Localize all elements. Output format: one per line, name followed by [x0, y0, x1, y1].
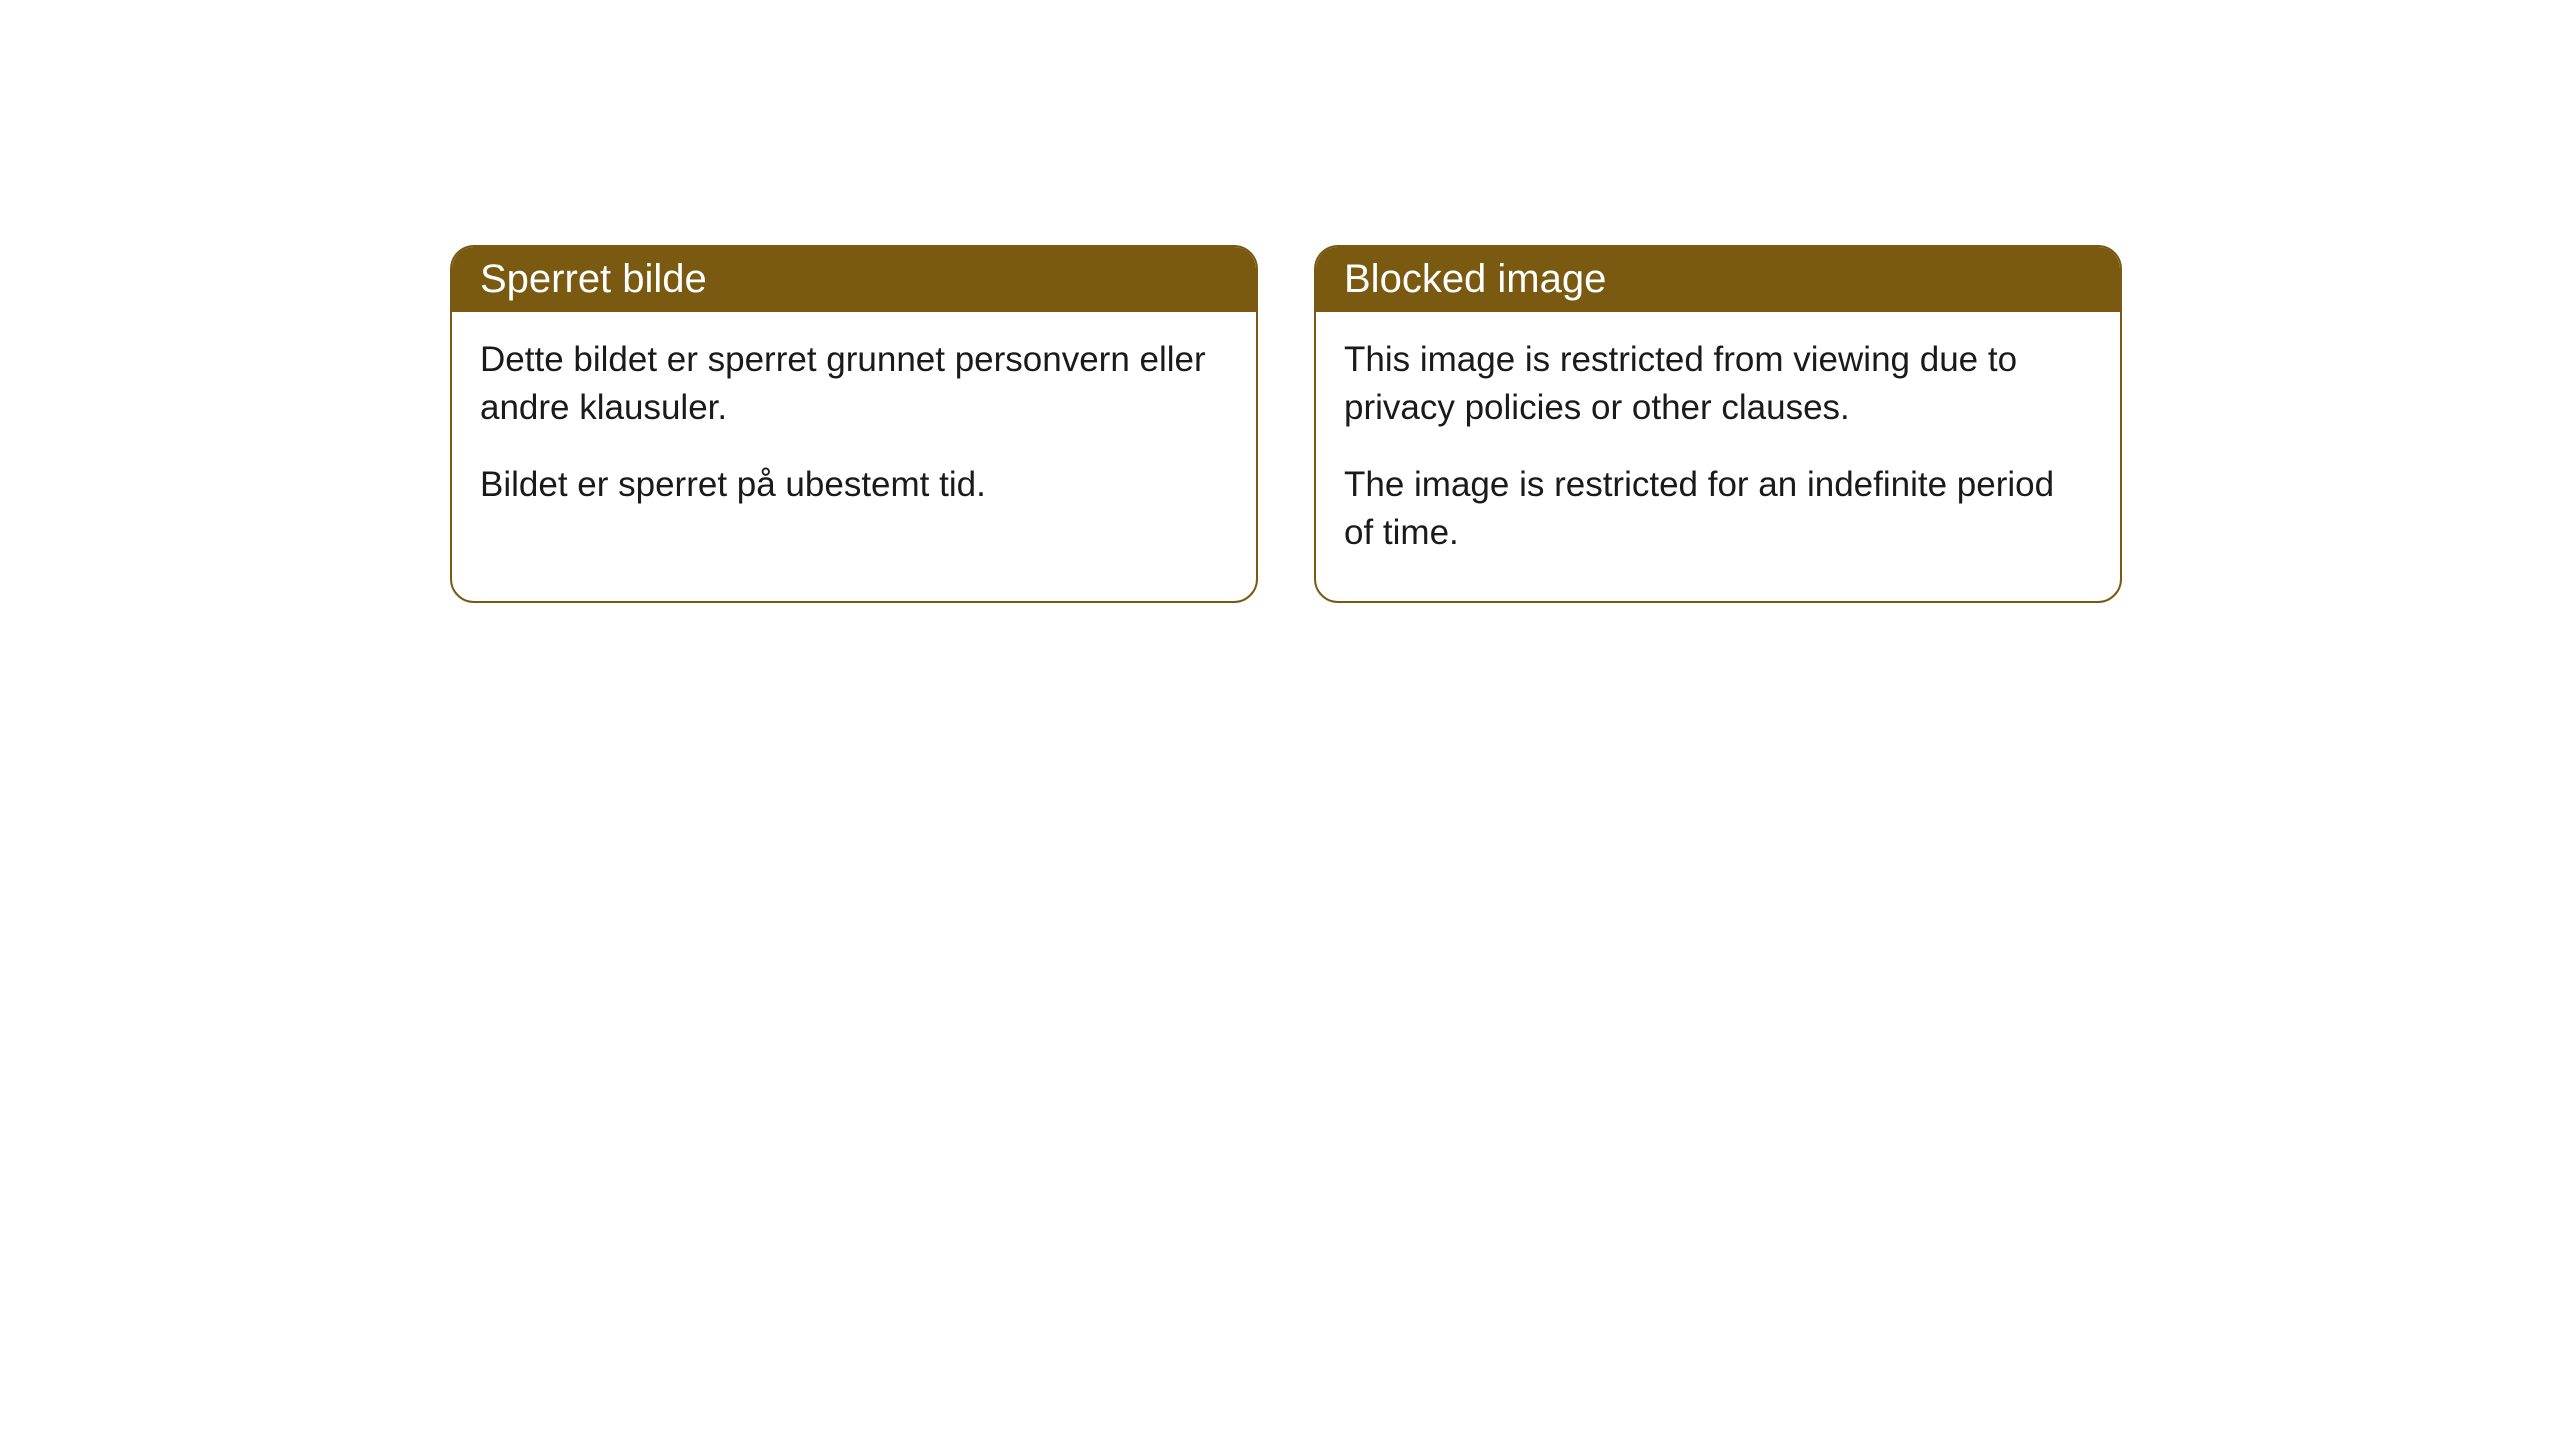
- card-header: Blocked image: [1316, 247, 2120, 312]
- notice-card-english: Blocked image This image is restricted f…: [1314, 245, 2122, 603]
- card-paragraph: The image is restricted for an indefinit…: [1344, 461, 2092, 558]
- notice-container: Sperret bilde Dette bildet er sperret gr…: [0, 0, 2560, 603]
- card-header: Sperret bilde: [452, 247, 1256, 312]
- card-body: This image is restricted from viewing du…: [1316, 312, 2120, 601]
- card-paragraph: Dette bildet er sperret grunnet personve…: [480, 336, 1228, 433]
- card-paragraph: This image is restricted from viewing du…: [1344, 336, 2092, 433]
- card-paragraph: Bildet er sperret på ubestemt tid.: [480, 461, 1228, 509]
- notice-card-norwegian: Sperret bilde Dette bildet er sperret gr…: [450, 245, 1258, 603]
- card-body: Dette bildet er sperret grunnet personve…: [452, 312, 1256, 553]
- card-title: Sperret bilde: [480, 257, 707, 301]
- card-title: Blocked image: [1344, 257, 1606, 301]
